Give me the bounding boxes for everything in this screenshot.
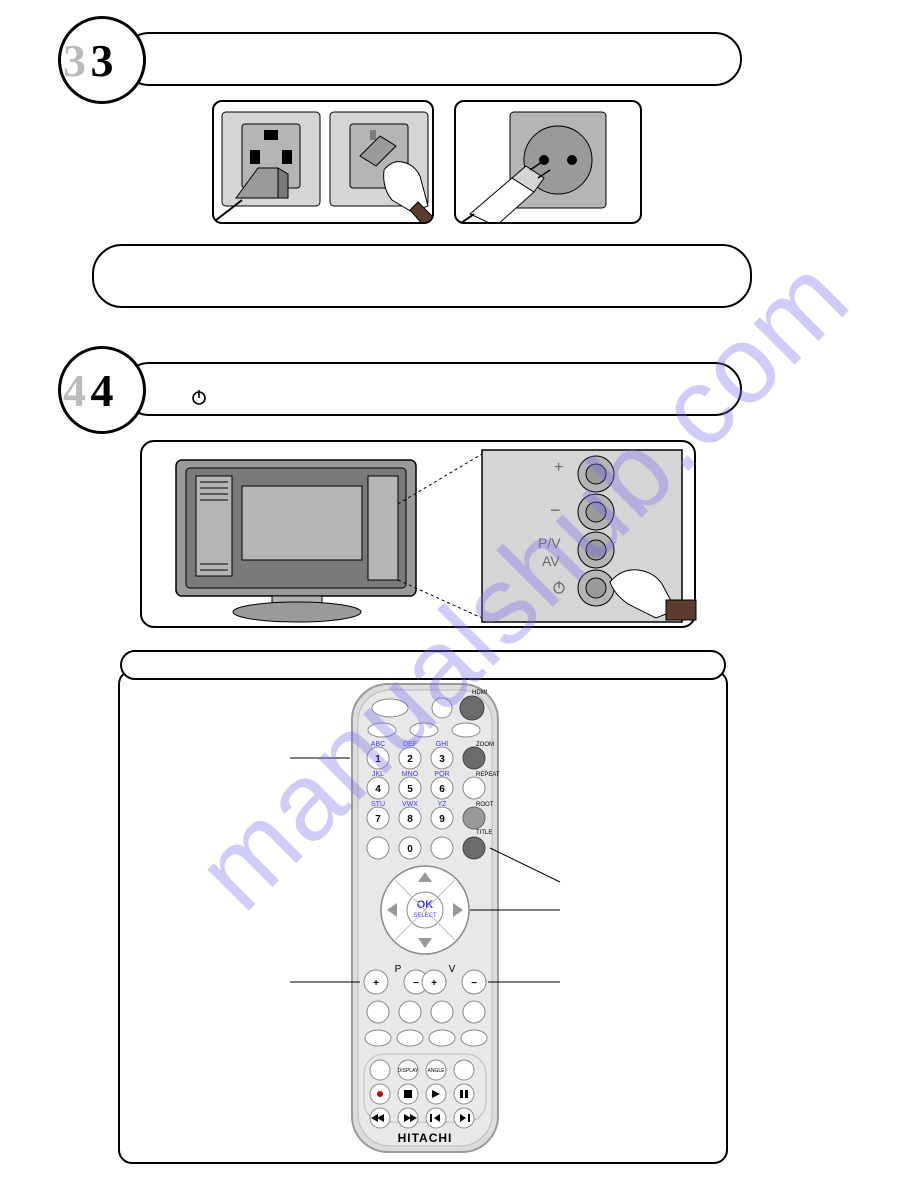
svg-text:2: 2 <box>407 754 413 765</box>
label-av: AV <box>542 553 560 569</box>
label-minus: − <box>550 500 561 520</box>
svg-text:0: 0 <box>407 844 413 855</box>
svg-text:−: − <box>413 978 419 989</box>
svg-text:+: + <box>373 978 379 989</box>
step4-title-bar <box>122 362 742 416</box>
svg-text:+: + <box>431 978 437 989</box>
step3-note-bar <box>92 244 752 308</box>
svg-text:3: 3 <box>439 754 445 765</box>
label-plus: + <box>554 459 563 476</box>
svg-text:−: − <box>471 978 477 989</box>
step3-number-shadow: 3 <box>63 34 86 87</box>
svg-text:ANGLE: ANGLE <box>428 1068 446 1074</box>
svg-text:DISPLAY: DISPLAY <box>398 1068 419 1074</box>
step4-number-shadow: 4 <box>63 364 86 417</box>
svg-text:8: 8 <box>407 814 413 825</box>
svg-text:7: 7 <box>375 814 381 825</box>
plug-uk-illustration <box>212 100 434 224</box>
step4-circle: 4 4 <box>58 346 146 434</box>
step4-number: 4 <box>91 364 114 417</box>
svg-text:ZOOM: ZOOM <box>476 742 494 748</box>
tv-back-panel: + − P/V AV <box>140 440 696 628</box>
svg-text:5: 5 <box>407 784 413 795</box>
svg-text:1: 1 <box>375 754 381 765</box>
svg-text:9: 9 <box>439 814 445 825</box>
step3-title-bar <box>122 32 742 86</box>
svg-text:4: 4 <box>375 784 381 795</box>
svg-text:REPEAT: REPEAT <box>476 772 500 778</box>
label-hdmi: HDMI <box>472 690 488 696</box>
svg-text:V: V <box>449 964 456 975</box>
svg-text:6: 6 <box>439 784 445 795</box>
svg-text:P: P <box>395 964 402 975</box>
step3-number: 3 <box>91 34 114 87</box>
remote-title-bar <box>120 650 726 680</box>
svg-text:ROOT: ROOT <box>476 802 494 808</box>
svg-text:TITLE: TITLE <box>476 830 492 836</box>
power-icon <box>190 388 208 406</box>
svg-text:OK: OK <box>417 899 434 911</box>
step3-circle: 3 3 <box>58 16 146 104</box>
remote-panel: HDMI ABC DEF GHI ZOOM 1 2 3 JKL MNO PQR … <box>118 670 728 1164</box>
label-pv: P/V <box>538 535 561 551</box>
remote-brand: HITACHI <box>398 1131 453 1145</box>
plug-eu-illustration <box>454 100 642 224</box>
